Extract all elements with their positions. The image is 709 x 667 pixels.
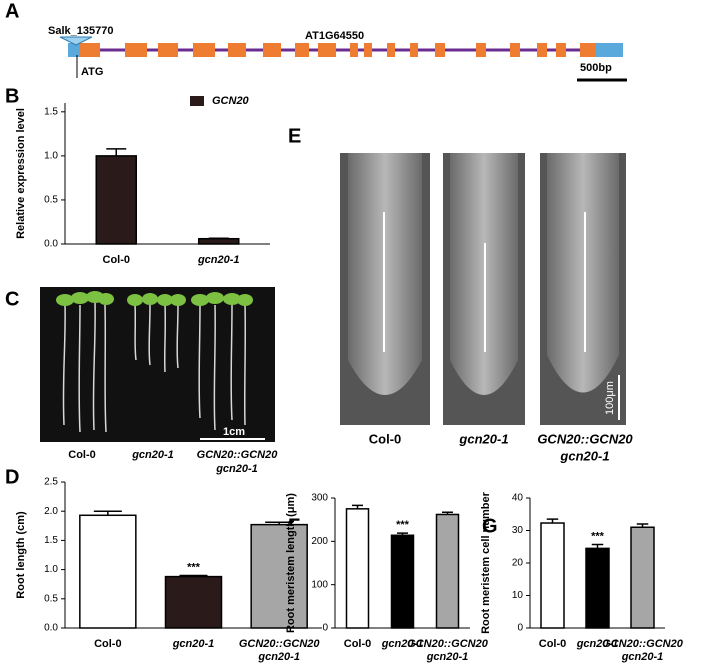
panel-label: C: [5, 288, 19, 310]
x-tick-label: gcn20-1: [381, 638, 424, 650]
bar: [250, 523, 308, 629]
error-bar: [93, 510, 122, 516]
y-tick-label: 200: [311, 536, 328, 547]
panel-label: G: [482, 515, 498, 537]
y-tick-label: 1.0: [44, 564, 58, 575]
photo-label: gcn20-1: [458, 431, 508, 446]
y-tick-label: 0.0: [44, 239, 58, 250]
error-bar: [397, 532, 408, 536]
seedling-photo: [40, 287, 275, 442]
x-tick-label: Col-0: [103, 254, 131, 266]
x-tick-label: Col-0: [344, 638, 372, 650]
x-tick-label: gcn20-1: [576, 638, 619, 650]
insertion-label: Salk_135770: [48, 25, 113, 37]
panel-label: B: [5, 85, 19, 107]
y-tick-label: 300: [311, 493, 328, 504]
error-bar: [265, 521, 294, 525]
bar: [630, 526, 655, 629]
x-tick-label: Col-0: [539, 638, 567, 650]
y-axis-label: Root length (cm): [15, 511, 27, 599]
y-tick-label: 40: [512, 493, 524, 504]
panel-label: E: [288, 125, 301, 147]
bar: [95, 155, 137, 245]
scale-label: 500bp: [580, 62, 612, 74]
y-tick-label: 0.5: [44, 195, 58, 206]
root-photos: [340, 153, 626, 425]
error-bar: [352, 504, 363, 509]
y-tick-label: 30: [512, 525, 524, 536]
y-tick-label: 2.0: [44, 506, 58, 517]
y-tick-label: 2.5: [44, 477, 58, 488]
x-tick-label: gcn20-1: [257, 651, 300, 663]
y-axis-label: Root meristem cell number: [480, 491, 492, 634]
bar: [345, 508, 370, 629]
x-tick-label: GCN20::GCN20: [407, 638, 489, 650]
y-tick-label: 1.0: [44, 151, 58, 162]
error-bar: [179, 574, 208, 577]
y-axis-label: Root meristem length (μm): [285, 493, 297, 633]
significance-label: ***: [591, 530, 605, 542]
photo-label: Col-0: [68, 449, 96, 461]
panel-label: D: [5, 466, 19, 488]
x-tick-label: gcn20-1: [621, 651, 664, 663]
significance-label: ***: [187, 561, 201, 573]
legend-swatch: [190, 96, 204, 106]
gene-diagram: [59, 36, 627, 82]
y-tick-label: 0: [517, 623, 523, 634]
y-axis-label: Relative expression level: [15, 108, 27, 239]
error-bar: [442, 511, 453, 515]
y-tick-label: 1.5: [44, 535, 58, 546]
x-tick-label: gcn20-1: [426, 651, 469, 663]
y-tick-label: 1.5: [44, 106, 58, 117]
bar: [164, 575, 223, 629]
photo-label: gcn20-1: [559, 448, 609, 463]
bar: [79, 514, 137, 629]
gene-label: AT1G64550: [305, 30, 364, 42]
x-tick-label: GCN20::GCN20: [239, 638, 321, 650]
scale-label: 100μm: [604, 381, 616, 415]
bar: [390, 534, 415, 629]
bar: [585, 547, 610, 629]
bar: [435, 513, 460, 629]
y-tick-label: 0.5: [44, 593, 58, 604]
x-tick-label: GCN20::GCN20: [602, 638, 684, 650]
photo-label: gcn20-1: [215, 463, 258, 475]
y-tick-label: 0: [322, 623, 328, 634]
error-bar: [591, 543, 604, 549]
y-tick-label: 10: [512, 590, 524, 601]
bar: [198, 237, 240, 245]
legend-label: GCN20: [212, 95, 250, 107]
photo-label: Col-0: [369, 431, 402, 446]
error-bar: [106, 148, 127, 156]
x-tick-label: gcn20-1: [197, 254, 240, 266]
atg-label: ATG: [81, 66, 103, 78]
panel-label: A: [5, 0, 19, 22]
y-tick-label: 0.0: [44, 623, 58, 634]
error-bar: [546, 518, 559, 524]
y-tick-label: 100: [311, 579, 328, 590]
photo-label: GCN20::GCN20: [197, 449, 279, 461]
photo-label: gcn20-1: [131, 449, 174, 461]
x-tick-label: Col-0: [94, 638, 122, 650]
y-tick-label: 20: [512, 558, 524, 569]
significance-label: ***: [396, 519, 410, 531]
x-tick-label: gcn20-1: [172, 638, 215, 650]
error-bar: [636, 523, 649, 528]
photo-label: GCN20::GCN20: [537, 431, 633, 446]
scale-label: 1cm: [223, 426, 245, 438]
bar: [540, 522, 565, 629]
